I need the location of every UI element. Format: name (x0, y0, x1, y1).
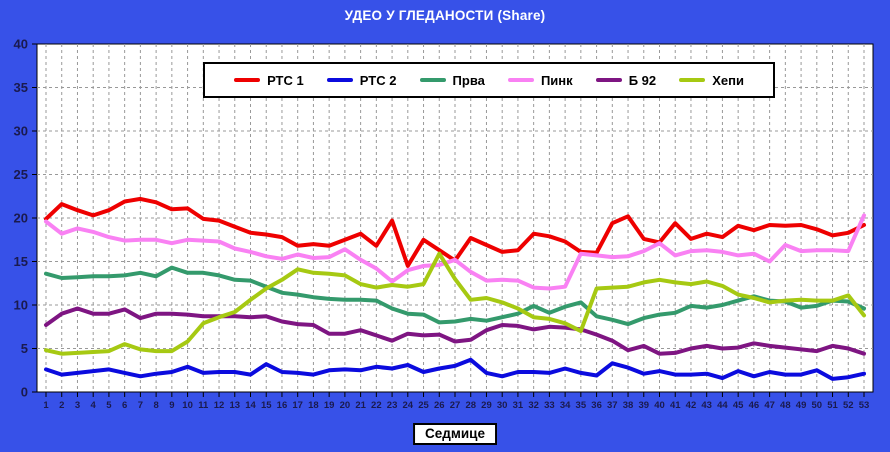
x-tick-label: 14 (245, 400, 256, 411)
y-tick-label: 0 (21, 385, 28, 400)
legend-item-rts2: РТС 2 (326, 72, 397, 88)
legend-item-hepi: Хепи (679, 73, 744, 88)
y-tick-label: 20 (14, 211, 28, 226)
x-tick-label: 47 (764, 400, 775, 411)
x-tick-label: 43 (701, 400, 712, 411)
y-tick-label: 40 (14, 37, 28, 52)
legend-swatch-rts1 (234, 78, 261, 82)
legend-item-rts1: РТС 1 (234, 73, 304, 88)
series-line-b92 (44, 306, 866, 356)
x-tick-label: 34 (560, 400, 571, 411)
x-tick-label: 15 (261, 400, 272, 411)
x-tick-label: 40 (654, 400, 665, 411)
y-tick-label: 5 (21, 341, 28, 356)
x-tick-label: 49 (796, 400, 807, 411)
legend-label-pink: Пинк (540, 72, 573, 88)
x-axis-title: Седмице (413, 423, 497, 445)
x-tick-label: 36 (591, 400, 602, 411)
x-tick-label: 30 (497, 400, 508, 411)
x-tick-label: 45 (733, 400, 744, 411)
legend-label-b92: Б 92 (628, 72, 657, 88)
x-tick-label: 10 (182, 400, 193, 411)
legend-item-pink: Пинк (507, 72, 573, 88)
x-tick-label: 29 (481, 400, 492, 411)
x-tick-label: 4 (91, 400, 97, 411)
x-tick-label: 27 (450, 400, 461, 411)
x-tick-label: 33 (544, 400, 555, 411)
x-tick-label: 6 (122, 400, 127, 411)
x-tick-label: 37 (607, 400, 618, 411)
x-tick-label: 35 (576, 400, 587, 411)
x-tick-label: 53 (859, 400, 870, 411)
x-tick-label: 24 (403, 400, 414, 411)
y-tick-label: 25 (14, 167, 28, 182)
x-tick-label: 39 (638, 400, 649, 411)
x-tick-label: 9 (169, 400, 174, 411)
x-tick-label: 19 (324, 400, 335, 411)
series-line-prva (44, 265, 866, 327)
x-tick-label: 11 (198, 400, 209, 411)
x-tick-label: 21 (355, 400, 366, 411)
legend-swatch-hepi (679, 78, 706, 82)
x-tick-label: 42 (686, 400, 697, 411)
legend-swatch-b92 (595, 78, 622, 82)
x-tick-label: 51 (827, 400, 838, 411)
legend-label-rts1: РТС 1 (267, 72, 304, 88)
series-line-rts2 (44, 357, 866, 381)
x-tick-label: 44 (717, 400, 728, 411)
x-tick-label: 5 (106, 400, 112, 411)
x-tick-label: 23 (387, 400, 398, 411)
x-tick-label: 7 (138, 400, 143, 411)
y-tick-label: 30 (14, 124, 28, 139)
series-line-hepi (44, 251, 866, 356)
legend-item-b92: Б 92 (595, 72, 657, 88)
legend-swatch-prva (419, 78, 446, 82)
y-tick-label: 10 (14, 298, 28, 313)
x-tick-label: 13 (229, 400, 240, 411)
x-tick-label: 17 (292, 400, 303, 411)
chart-title: УДЕО У ГЛЕДАНОСТИ (Share) (344, 8, 546, 23)
x-tick-label: 8 (153, 400, 158, 411)
x-tick-label: 28 (465, 400, 476, 411)
y-tick-label: 15 (14, 254, 28, 269)
x-tick-label: 46 (749, 400, 760, 411)
x-tick-label: 26 (434, 400, 445, 411)
legend-label-hepi: Хепи (712, 72, 744, 88)
y-tick-label: 35 (14, 80, 28, 95)
legend-swatch-rts2 (326, 78, 353, 82)
x-tick-label: 52 (843, 400, 854, 411)
legend-swatch-pink (507, 78, 534, 82)
series-line-pink (44, 213, 866, 291)
x-tick-label: 20 (340, 400, 351, 411)
legend-box: РТС 1 РТС 2 Прва Пинк Б 92 Хепи (203, 62, 775, 98)
x-tick-label: 12 (214, 400, 225, 411)
x-tick-label: 22 (371, 400, 382, 411)
x-tick-label: 16 (277, 400, 288, 411)
x-tick-label: 18 (308, 400, 319, 411)
x-tick-label: 32 (528, 400, 539, 411)
legend-item-prva: Прва (419, 72, 485, 88)
x-tick-label: 38 (623, 400, 634, 411)
legend-label-prva: Прва (452, 72, 485, 88)
x-tick-label: 25 (418, 400, 429, 411)
x-tick-label: 31 (513, 400, 524, 411)
x-tick-label: 41 (670, 400, 681, 411)
x-tick-label: 50 (812, 400, 823, 411)
x-tick-label: 1 (43, 400, 49, 411)
x-tick-label: 3 (75, 400, 80, 411)
x-tick-label: 2 (59, 400, 64, 411)
x-tick-label: 48 (780, 400, 791, 411)
legend-label-rts2: РТС 2 (359, 72, 397, 88)
